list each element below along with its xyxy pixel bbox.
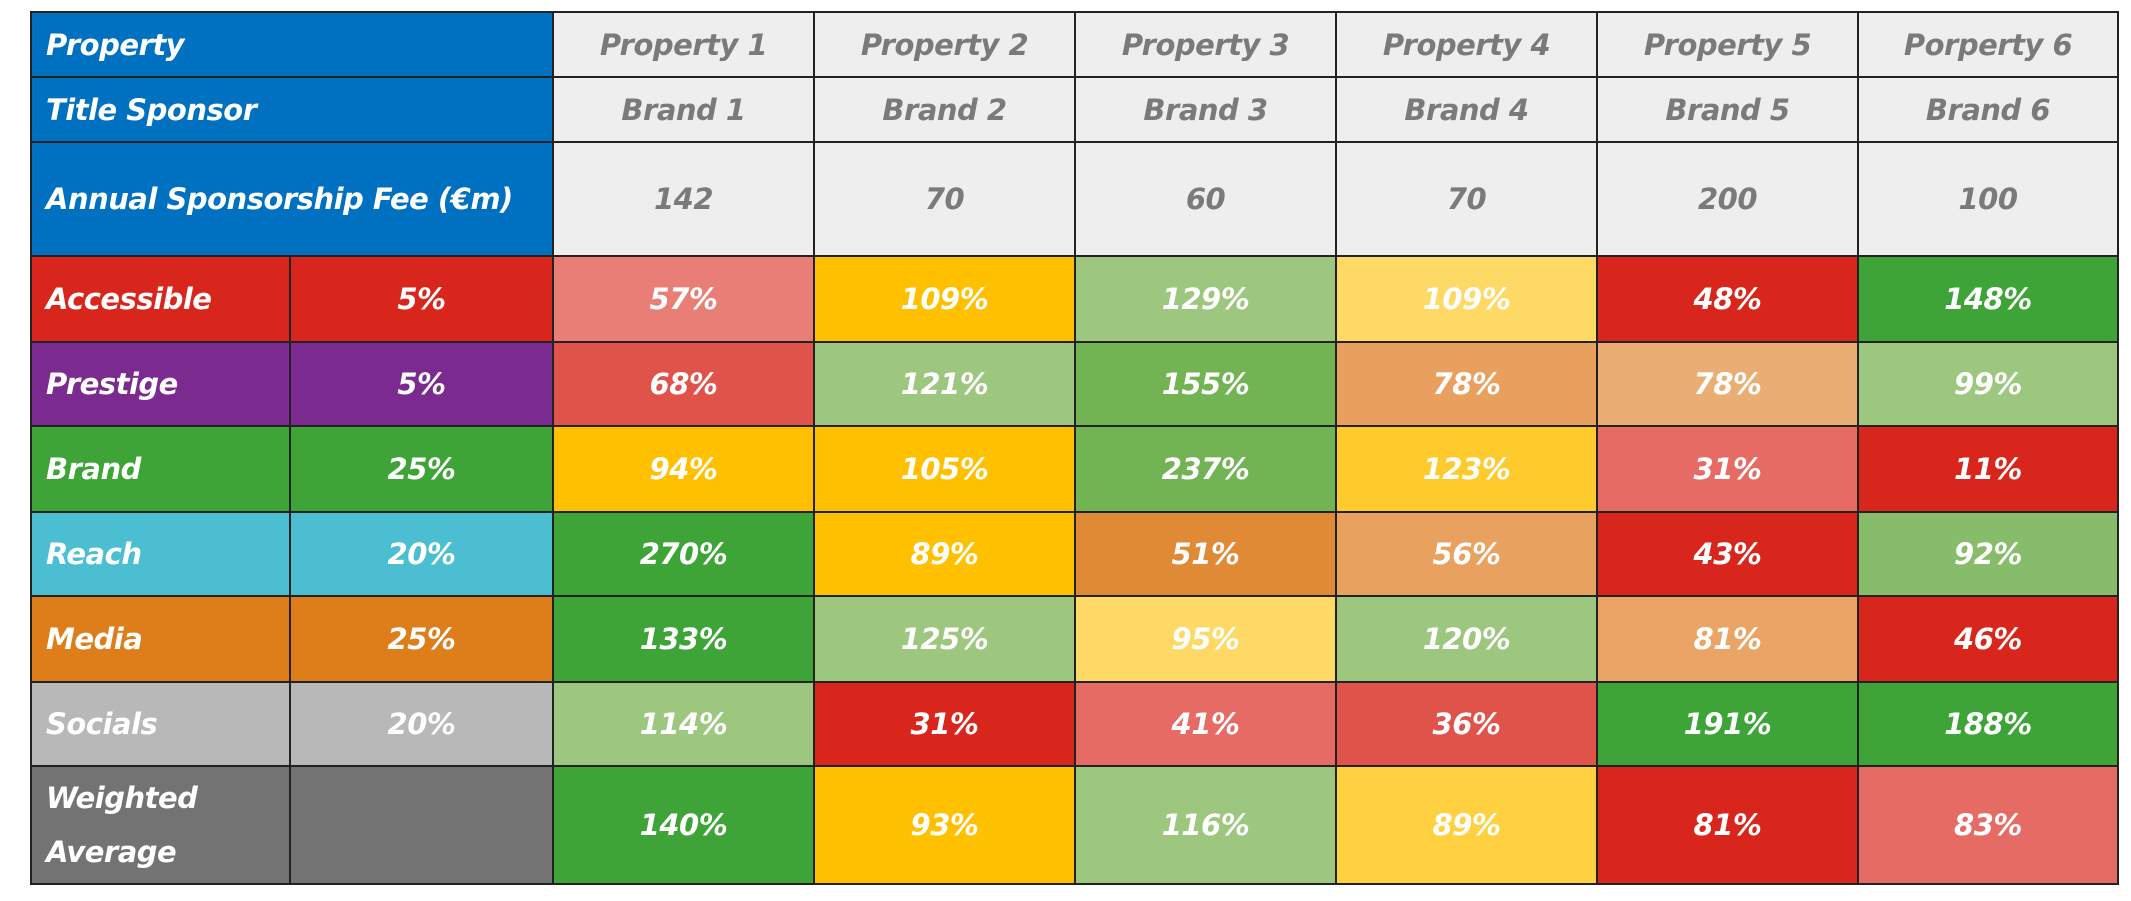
table-row: Socials 20% 114% 31% 41% 36% 191% 188%	[30, 681, 2119, 767]
row-weight: 25%	[289, 595, 554, 683]
score-cell: 51%	[1074, 511, 1337, 597]
score-cell: 237%	[1074, 425, 1337, 513]
header-value: 70	[813, 141, 1076, 257]
header-value: 60	[1074, 141, 1337, 257]
row-label: Brand	[30, 425, 291, 513]
score-cell: 148%	[1857, 255, 2119, 343]
row-weight	[289, 765, 554, 885]
row-weight: 20%	[289, 511, 554, 597]
score-cell: 109%	[813, 255, 1076, 343]
header-value: 200	[1596, 141, 1859, 257]
header-value: Porperty 6	[1857, 11, 2119, 78]
row-label: Accessible	[30, 255, 291, 343]
header-value: Brand 4	[1335, 76, 1598, 143]
row-label: Weighted Average	[30, 765, 291, 885]
score-cell: 81%	[1596, 595, 1859, 683]
score-cell: 155%	[1074, 341, 1337, 427]
score-cell: 89%	[1335, 765, 1598, 885]
score-cell: 191%	[1596, 681, 1859, 767]
score-cell: 83%	[1857, 765, 2119, 885]
score-cell: 46%	[1857, 595, 2119, 683]
table-row: Annual Sponsorship Fee (€m) 142 70 60 70 200 1…	[30, 141, 2119, 257]
score-cell: 56%	[1335, 511, 1598, 597]
row-label: Prestige	[30, 341, 291, 427]
score-cell: 129%	[1074, 255, 1337, 343]
score-cell: 95%	[1074, 595, 1337, 683]
score-cell: 31%	[1596, 425, 1859, 513]
table-row: Brand 25% 94% 105% 237% 123% 31% 11%	[30, 425, 2119, 513]
score-cell: 78%	[1335, 341, 1598, 427]
row-label: Socials	[30, 681, 291, 767]
score-cell: 57%	[552, 255, 815, 343]
header-value: Brand 1	[552, 76, 815, 143]
score-cell: 105%	[813, 425, 1076, 513]
score-cell: 92%	[1857, 511, 2119, 597]
score-cell: 78%	[1596, 341, 1859, 427]
table-row: Weighted Average 140% 93% 116% 89% 81% 83%	[30, 765, 2119, 885]
score-cell: 99%	[1857, 341, 2119, 427]
header-value: Property 3	[1074, 11, 1337, 78]
header-value: 142	[552, 141, 815, 257]
table-row: Title Sponsor Brand 1 Brand 2 Brand 3 Brand …	[30, 76, 2119, 143]
score-cell: 270%	[552, 511, 815, 597]
header-label: Annual Sponsorship Fee (€m)	[30, 141, 554, 257]
score-cell: 116%	[1074, 765, 1337, 885]
score-cell: 68%	[552, 341, 815, 427]
header-value: Property 1	[552, 11, 815, 78]
score-cell: 120%	[1335, 595, 1598, 683]
score-cell: 133%	[552, 595, 815, 683]
score-cell: 121%	[813, 341, 1076, 427]
header-label: Property	[30, 11, 554, 78]
score-cell: 43%	[1596, 511, 1859, 597]
row-weight: 5%	[289, 341, 554, 427]
score-cell: 31%	[813, 681, 1076, 767]
score-cell: 41%	[1074, 681, 1337, 767]
header-value: Brand 3	[1074, 76, 1337, 143]
row-label: Reach	[30, 511, 291, 597]
score-cell: 114%	[552, 681, 815, 767]
score-cell: 48%	[1596, 255, 1859, 343]
header-value: 70	[1335, 141, 1598, 257]
table-row: Property Property 1 Property 2 Property 3 Pr…	[30, 11, 2119, 78]
row-weight: 25%	[289, 425, 554, 513]
header-value: Property 5	[1596, 11, 1859, 78]
table-row: Accessible 5% 57% 109% 129% 109% 48% 148%	[30, 255, 2119, 343]
score-cell: 123%	[1335, 425, 1598, 513]
row-weight: 20%	[289, 681, 554, 767]
score-cell: 11%	[1857, 425, 2119, 513]
row-label: Media	[30, 595, 291, 683]
scorecard-table: Property Property 1 Property 2 Property 3 Pr…	[30, 11, 2119, 885]
table-row: Prestige 5% 68% 121% 155% 78% 78% 99%	[30, 341, 2119, 427]
header-label: Title Sponsor	[30, 76, 554, 143]
row-weight: 5%	[289, 255, 554, 343]
score-cell: 125%	[813, 595, 1076, 683]
score-cell: 89%	[813, 511, 1076, 597]
score-cell: 36%	[1335, 681, 1598, 767]
header-value: Brand 2	[813, 76, 1076, 143]
table-row: Media 25% 133% 125% 95% 120% 81% 46%	[30, 595, 2119, 683]
score-cell: 81%	[1596, 765, 1859, 885]
header-value: Property 4	[1335, 11, 1598, 78]
score-cell: 188%	[1857, 681, 2119, 767]
table-row: Reach 20% 270% 89% 51% 56% 43% 92%	[30, 511, 2119, 597]
header-value: Brand 6	[1857, 76, 2119, 143]
score-cell: 140%	[552, 765, 815, 885]
score-cell: 94%	[552, 425, 815, 513]
header-value: Property 2	[813, 11, 1076, 78]
header-value: 100	[1857, 141, 2119, 257]
score-cell: 93%	[813, 765, 1076, 885]
header-value: Brand 5	[1596, 76, 1859, 143]
score-cell: 109%	[1335, 255, 1598, 343]
